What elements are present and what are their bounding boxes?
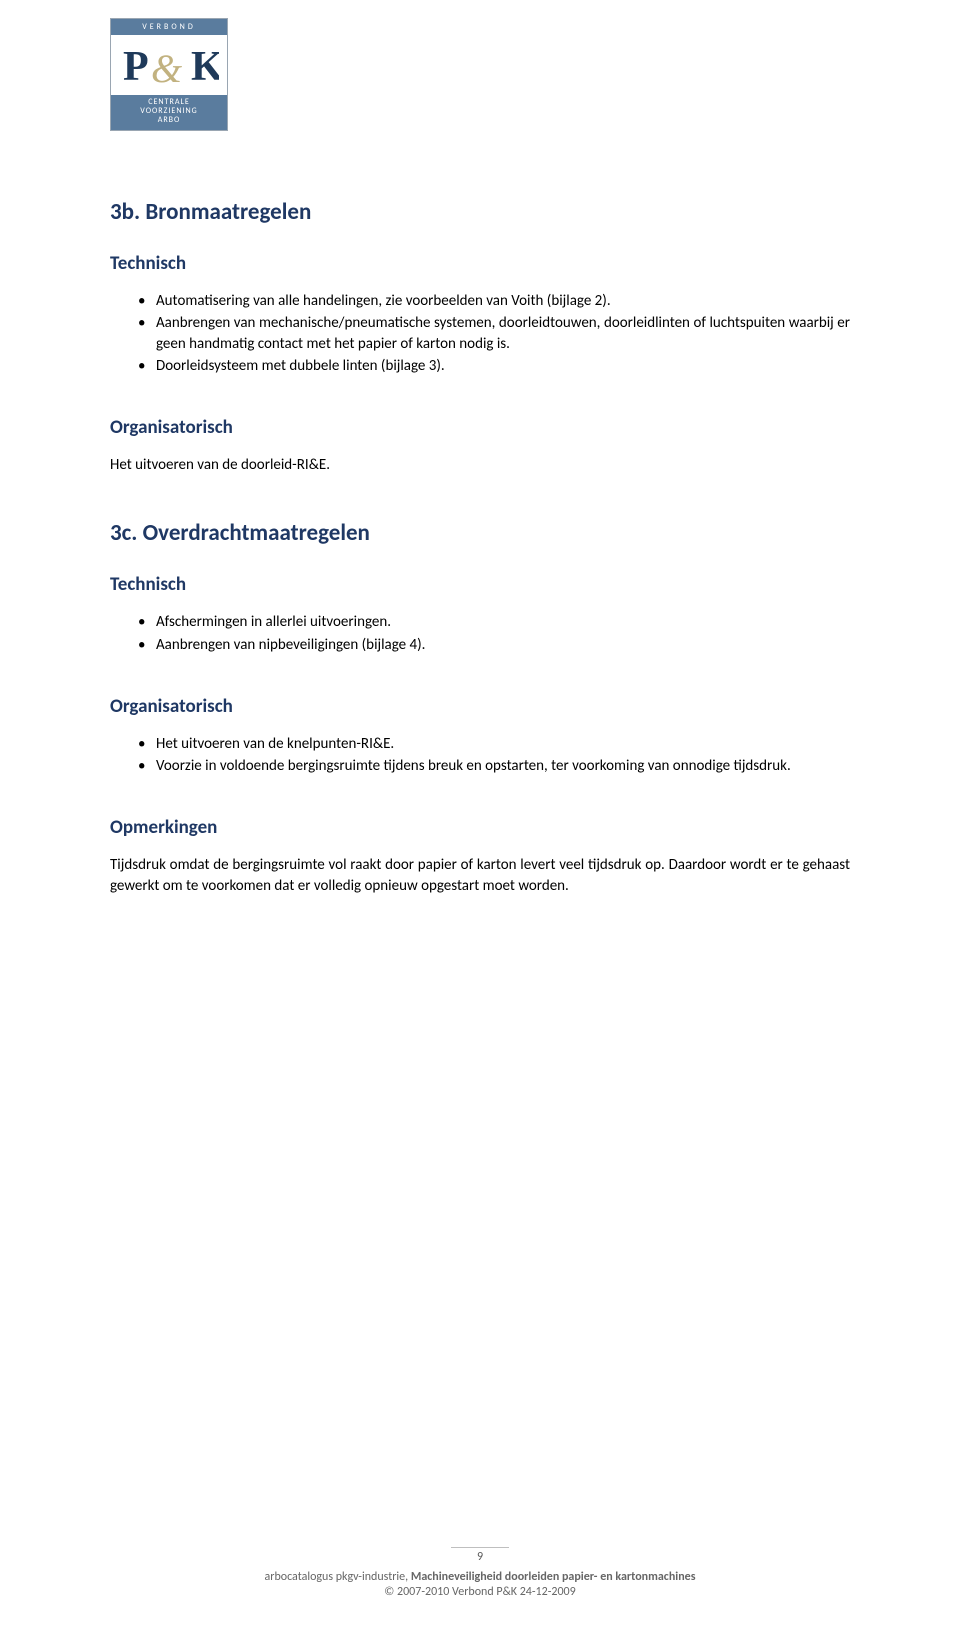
list-item: Automatisering van alle handelingen, zie… bbox=[138, 291, 850, 311]
subheading-opmerkingen: Opmerkingen bbox=[110, 816, 850, 839]
footer-line2: arbocatalogus pkgv-industrie, Machinevei… bbox=[265, 1570, 696, 1584]
footer-line2-bold: Machineveiligheid doorleiden papier- en … bbox=[411, 1570, 696, 1584]
svg-text:K: K bbox=[191, 44, 219, 90]
svg-text:P: P bbox=[123, 44, 149, 90]
logo-bot-line3: ARBO bbox=[111, 116, 227, 125]
list-item: Aanbrengen van mechanische/pneumatische … bbox=[138, 313, 850, 354]
heading-3b: 3b. Bronmaatregelen bbox=[110, 198, 850, 226]
logo-top-band: VERBOND bbox=[111, 19, 227, 35]
footer-line2-pre: arbocatalogus pkgv-industrie, bbox=[265, 1570, 411, 1584]
subheading-3c-organisatorisch: Organisatorisch bbox=[110, 695, 850, 718]
list-item: Voorzie in voldoende bergingsruimte tijd… bbox=[138, 756, 850, 776]
logo-bottom-band: CENTRALE VOORZIENING ARBO bbox=[111, 95, 227, 130]
para-3b-org: Het uitvoeren van de doorleid-RI&E. bbox=[110, 455, 850, 475]
subheading-3c-technisch: Technisch bbox=[110, 573, 850, 596]
heading-3c: 3c. Overdrachtmaatregelen bbox=[110, 519, 850, 547]
svg-text:&: & bbox=[151, 46, 182, 90]
list-3c-organisatorisch: Het uitvoeren van de knelpunten-RI&E. Vo… bbox=[110, 734, 850, 777]
para-opmerkingen: Tijdsdruk omdat de bergingsruimte vol ra… bbox=[110, 855, 850, 896]
logo-letters: P K & bbox=[111, 35, 227, 95]
content: 3b. Bronmaatregelen Technisch Automatise… bbox=[110, 20, 850, 896]
logo-box: VERBOND P K & CENTRALE VOORZIENING ARBO bbox=[110, 18, 228, 131]
footer: 9 arbocatalogus pkgv-industrie, Machinev… bbox=[110, 1547, 850, 1601]
list-3c-technisch: Afschermingen in allerlei uitvoeringen. … bbox=[110, 612, 850, 655]
list-3b-technisch: Automatisering van alle handelingen, zie… bbox=[110, 291, 850, 376]
subheading-3b-technisch: Technisch bbox=[110, 252, 850, 275]
logo-pk-svg: P K & bbox=[119, 40, 219, 90]
subheading-3b-organisatorisch: Organisatorisch bbox=[110, 416, 850, 439]
page-number: 9 bbox=[451, 1547, 509, 1568]
header-logo: VERBOND P K & CENTRALE VOORZIENING ARBO bbox=[110, 18, 230, 131]
page: VERBOND P K & CENTRALE VOORZIENING ARBO … bbox=[0, 0, 960, 1629]
list-item: Afschermingen in allerlei uitvoeringen. bbox=[138, 612, 850, 632]
list-item: Het uitvoeren van de knelpunten-RI&E. bbox=[138, 734, 850, 754]
list-item: Doorleidsysteem met dubbele linten (bijl… bbox=[138, 356, 850, 376]
list-item: Aanbrengen van nipbeveiligingen (bijlage… bbox=[138, 635, 850, 655]
footer-line3: © 2007-2010 Verbond P&K 24-12-2009 bbox=[384, 1585, 575, 1599]
